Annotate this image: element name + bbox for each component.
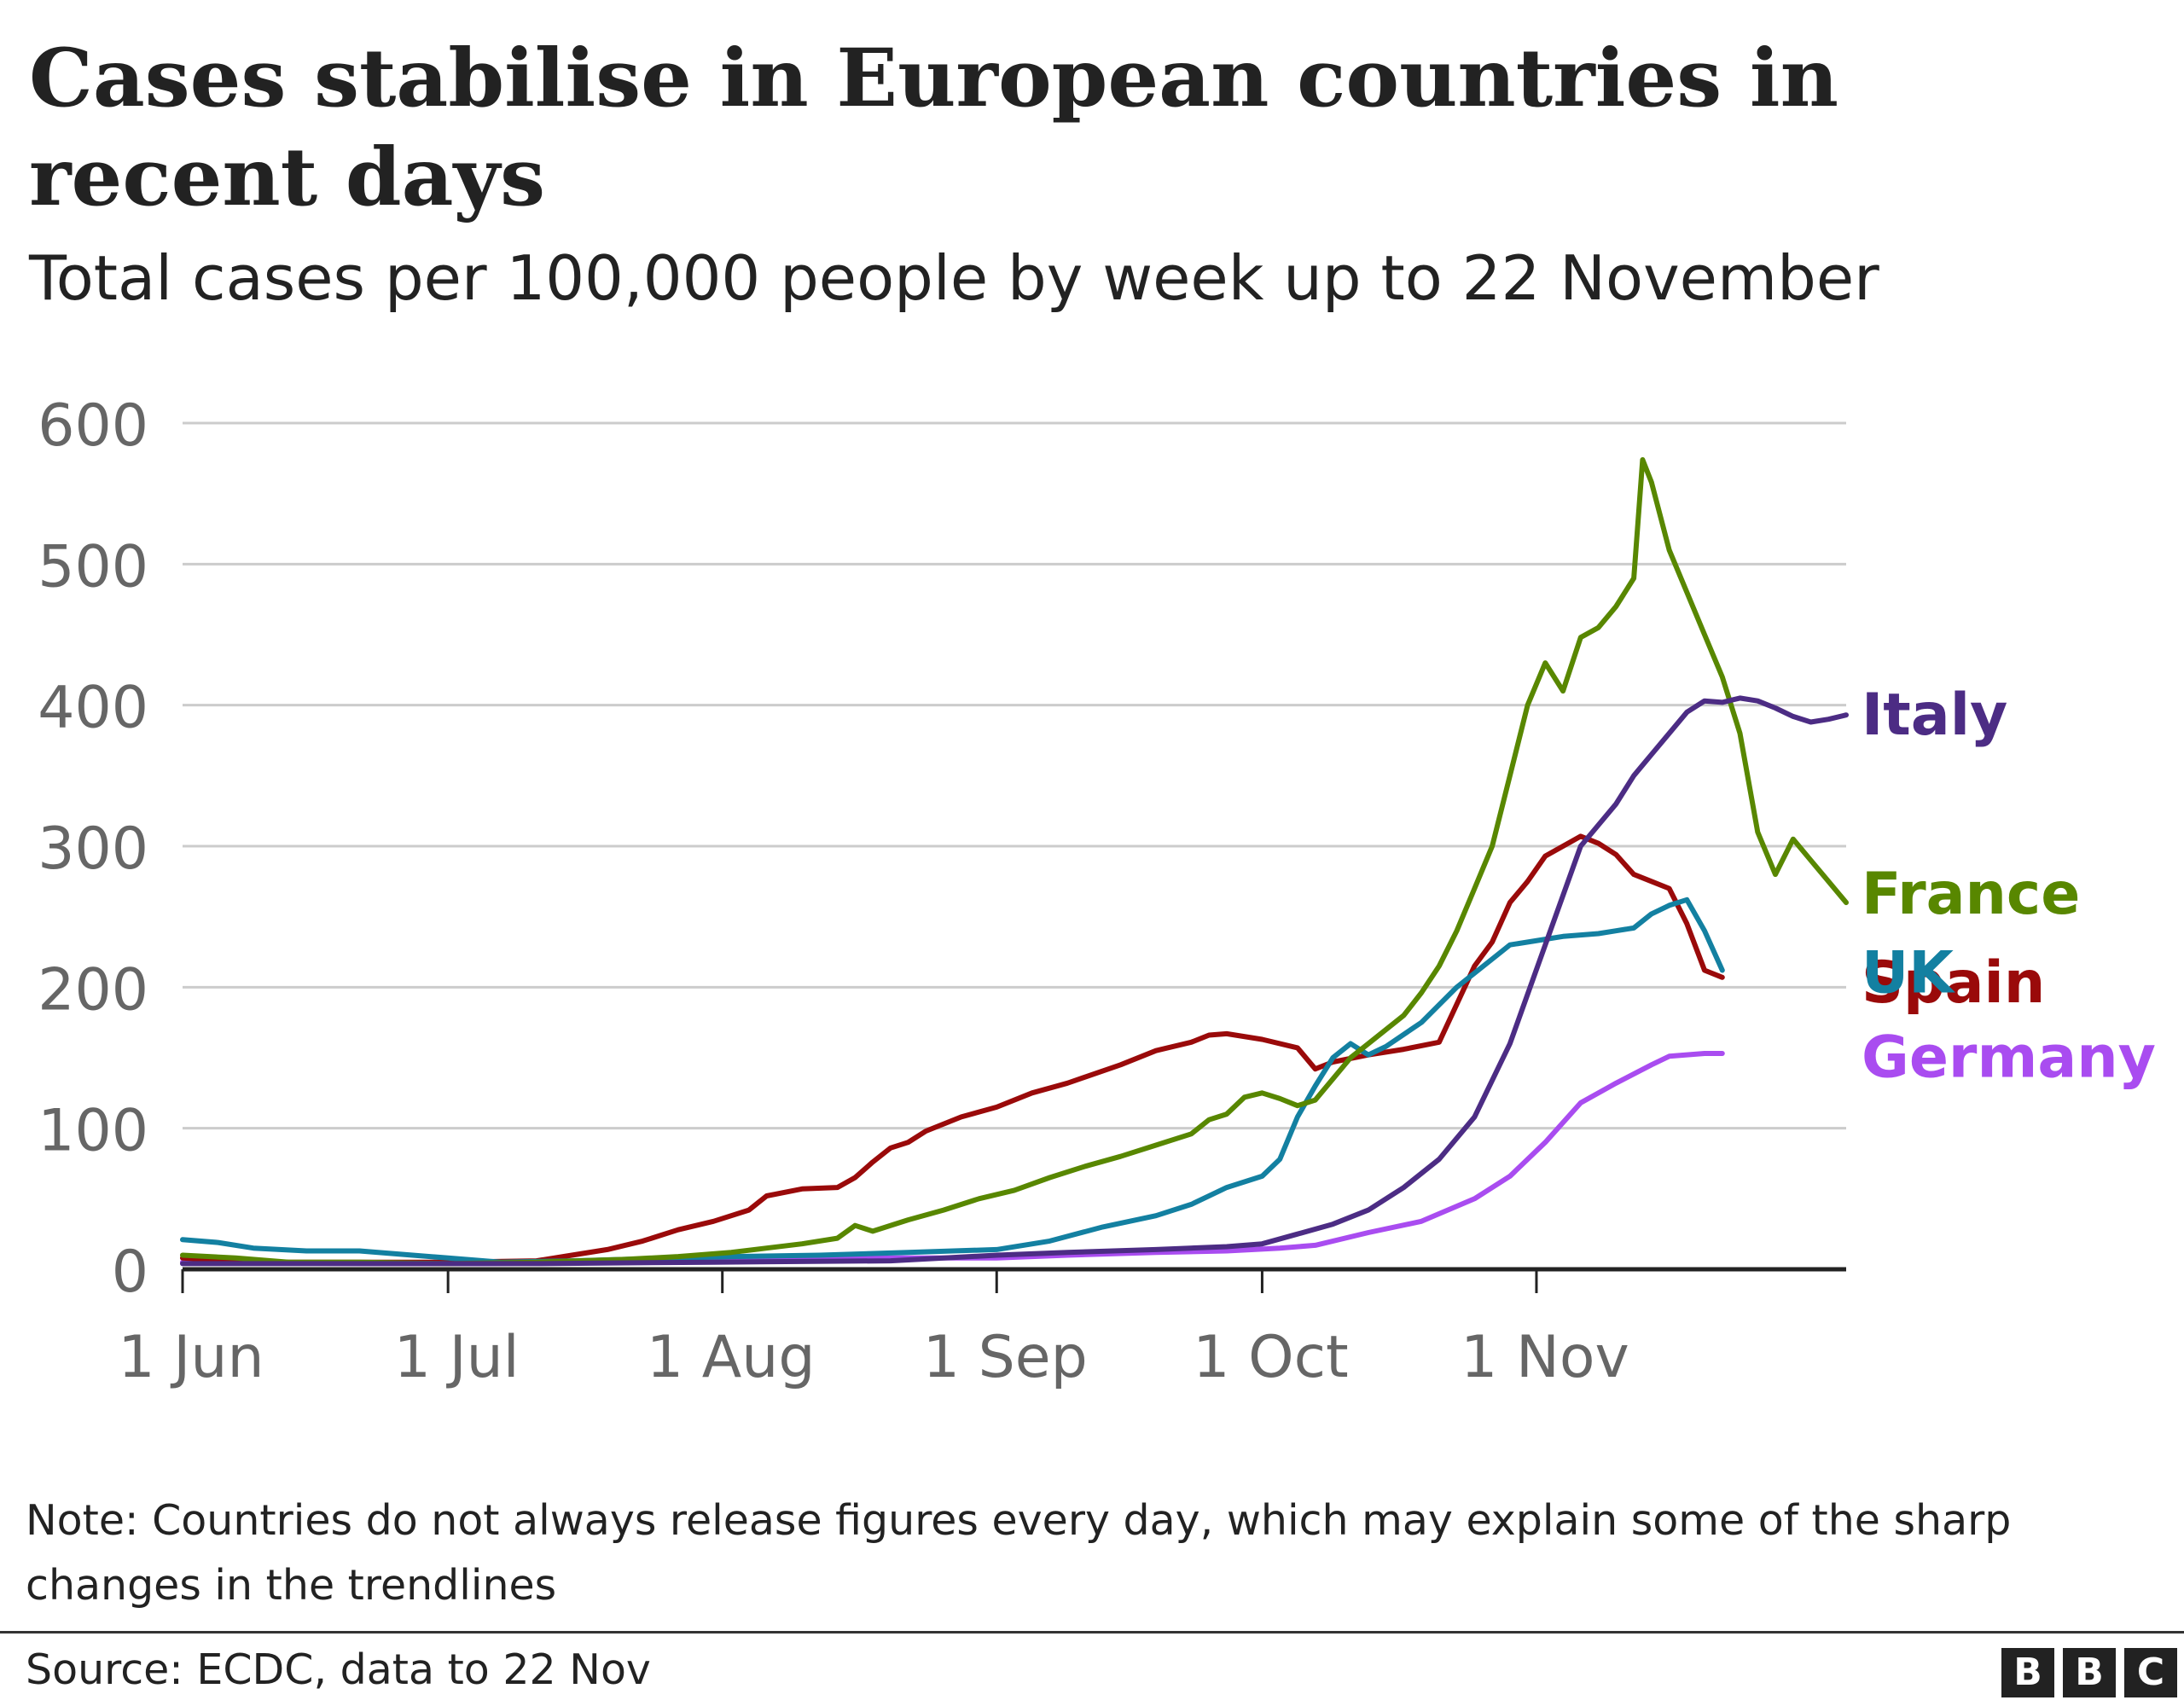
source-divider (0, 1631, 2184, 1633)
series-label-germany: Germany (1862, 1024, 2156, 1092)
y-tick-label-100: 100 (38, 1098, 148, 1165)
series-label-uk: UK (1862, 939, 1955, 1007)
x-tick-label: 1 Jul (394, 1324, 520, 1391)
y-tick-label-300: 300 (38, 815, 148, 883)
x-tick-label: 1 Nov (1461, 1324, 1629, 1391)
series-line-france (180, 457, 1849, 1267)
y-tick-label-400: 400 (38, 675, 148, 742)
x-tick-label: 1 Sep (923, 1324, 1088, 1391)
series-label-france: France (1862, 861, 2080, 928)
logo-letter-b2: B (2063, 1648, 2116, 1697)
y-tick-label-200: 200 (38, 956, 148, 1024)
logo-letter-b1: B (2001, 1648, 2054, 1697)
x-tick-label: 1 Aug (647, 1324, 816, 1391)
series-label-italy: Italy (1862, 682, 2007, 749)
line-chart: 0 100 200 300 400 500 600 1 Jun 1 Jul 1 Aug 1 Sep… (38, 392, 2156, 1391)
gridlines (183, 421, 1846, 1130)
y-tick-label-600: 600 (38, 392, 148, 460)
chart-subtitle: Total cases per 100,000 people by week u… (29, 242, 1879, 314)
bbc-logo: B B C (2001, 1648, 2177, 1697)
series-lines (180, 457, 1849, 1267)
y-axis: 0 100 200 300 400 500 600 (38, 392, 148, 1306)
series-line-spain (180, 833, 1725, 1265)
source-text: Source: ECDC, data to 22 Nov (26, 1645, 651, 1694)
x-axis: 1 Jun 1 Jul 1 Aug 1 Sep 1 Oct 1 Nov (118, 1267, 1846, 1391)
chart-note: Note: Countries do not always release fi… (26, 1496, 2012, 1610)
y-tick-label-500: 500 (38, 533, 148, 601)
series-label-spain: Spain (1862, 949, 2045, 1017)
x-tick-label: 1 Jun (118, 1324, 264, 1391)
y-tick-label-0: 0 (112, 1239, 148, 1306)
series-line-italy (180, 695, 1849, 1267)
logo-letter-c: C (2124, 1648, 2177, 1697)
chart-title: Cases stabilise in European countries in… (29, 32, 1838, 224)
x-tick-label: 1 Oct (1193, 1324, 1348, 1391)
